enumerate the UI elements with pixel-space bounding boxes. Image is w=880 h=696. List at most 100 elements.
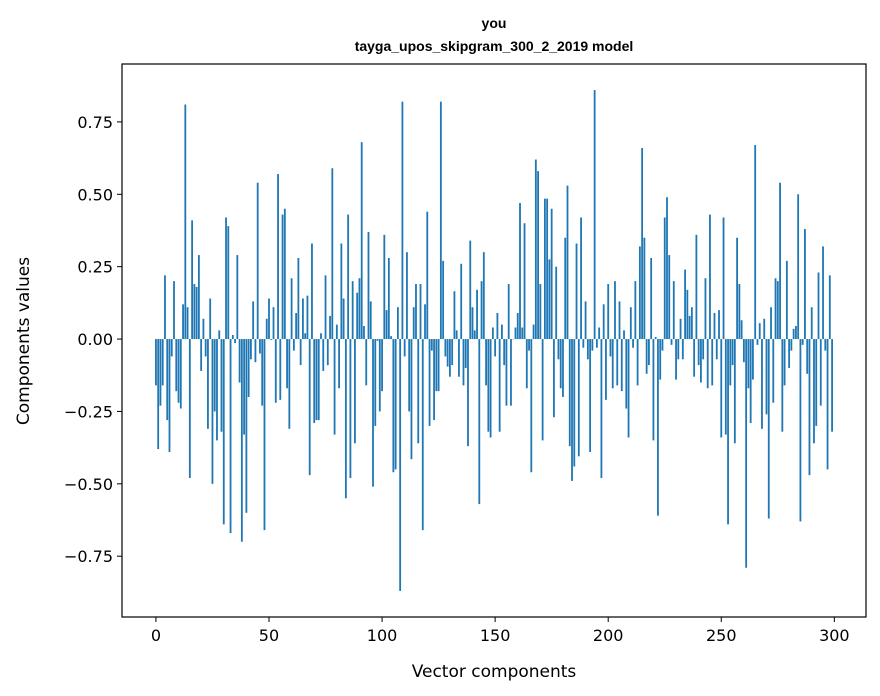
bar xyxy=(686,289,689,340)
bar xyxy=(227,226,230,340)
bar xyxy=(428,339,431,426)
bar xyxy=(763,318,766,340)
bar xyxy=(333,339,336,435)
bar xyxy=(231,334,234,340)
bar xyxy=(369,301,372,340)
bar xyxy=(168,339,171,452)
bar xyxy=(654,337,657,340)
bar xyxy=(602,304,605,340)
bar xyxy=(207,339,209,429)
bar xyxy=(774,278,777,340)
bar xyxy=(383,234,386,340)
bar xyxy=(808,339,811,476)
bar xyxy=(184,104,187,340)
bar xyxy=(385,310,388,340)
bar xyxy=(819,339,822,406)
bar xyxy=(480,281,483,340)
bar xyxy=(335,324,338,340)
bar xyxy=(426,211,429,340)
bar xyxy=(381,339,383,392)
bar xyxy=(157,339,160,450)
bar xyxy=(213,339,216,412)
bar xyxy=(553,339,555,418)
bar xyxy=(641,147,644,340)
bar xyxy=(616,339,619,386)
bar xyxy=(620,339,623,392)
bar xyxy=(668,255,671,340)
bar xyxy=(659,339,662,380)
bar xyxy=(826,339,829,470)
bar xyxy=(677,339,680,360)
bar xyxy=(387,257,390,340)
bar xyxy=(729,339,732,386)
y-tick-label: 0.50 xyxy=(77,185,113,204)
bar xyxy=(197,255,200,340)
bar xyxy=(274,339,277,403)
bar xyxy=(478,339,481,505)
bar xyxy=(661,339,664,351)
bar xyxy=(645,339,648,374)
bar xyxy=(521,327,524,340)
bar xyxy=(781,339,784,432)
bar xyxy=(265,318,268,340)
bar xyxy=(211,339,214,484)
bar xyxy=(292,339,295,351)
bar xyxy=(186,307,189,340)
bar xyxy=(568,339,571,447)
bar xyxy=(724,339,727,435)
bar xyxy=(376,339,379,341)
bar xyxy=(600,339,603,479)
bar xyxy=(704,278,707,340)
bar xyxy=(747,339,750,389)
bar xyxy=(193,284,196,340)
bar xyxy=(731,339,734,366)
bar xyxy=(722,217,725,340)
bar xyxy=(173,281,175,340)
bar xyxy=(430,339,433,351)
bar xyxy=(439,101,442,340)
bar xyxy=(772,339,775,403)
bar xyxy=(532,324,535,340)
bar xyxy=(618,301,621,340)
bar xyxy=(652,339,655,441)
bar xyxy=(245,339,248,513)
bar xyxy=(693,339,696,377)
bar xyxy=(331,168,334,340)
bar xyxy=(801,339,804,345)
y-tick-label: 0.25 xyxy=(77,258,113,277)
bar xyxy=(718,310,720,340)
bar xyxy=(268,298,270,340)
bar xyxy=(831,339,833,432)
bar xyxy=(261,339,264,406)
bar xyxy=(342,298,345,340)
bar xyxy=(304,333,307,340)
bar xyxy=(442,260,445,340)
bar xyxy=(702,339,705,360)
x-tick-label: 50 xyxy=(259,626,279,645)
bar xyxy=(688,315,691,340)
bar xyxy=(776,281,779,340)
chart-subtitle: tayga_upos_skipgram_300_2_2019 model xyxy=(355,38,634,54)
bar xyxy=(711,339,714,386)
bar xyxy=(593,90,596,340)
bar xyxy=(670,339,673,345)
bar xyxy=(344,339,347,499)
x-tick-label: 100 xyxy=(367,626,398,645)
bar xyxy=(564,237,567,340)
bar xyxy=(555,266,558,340)
bar xyxy=(761,339,763,429)
bar xyxy=(546,198,549,340)
bar xyxy=(419,284,422,340)
y-tick-label: −0.25 xyxy=(64,402,113,421)
bar xyxy=(415,284,417,340)
bar xyxy=(234,339,236,344)
bar xyxy=(715,339,718,360)
bar xyxy=(736,237,739,340)
bar xyxy=(706,339,709,389)
bar xyxy=(358,278,361,340)
bar xyxy=(571,339,573,481)
bar xyxy=(666,197,668,340)
bar xyxy=(159,339,162,406)
bar xyxy=(433,339,435,421)
bar xyxy=(550,208,553,340)
